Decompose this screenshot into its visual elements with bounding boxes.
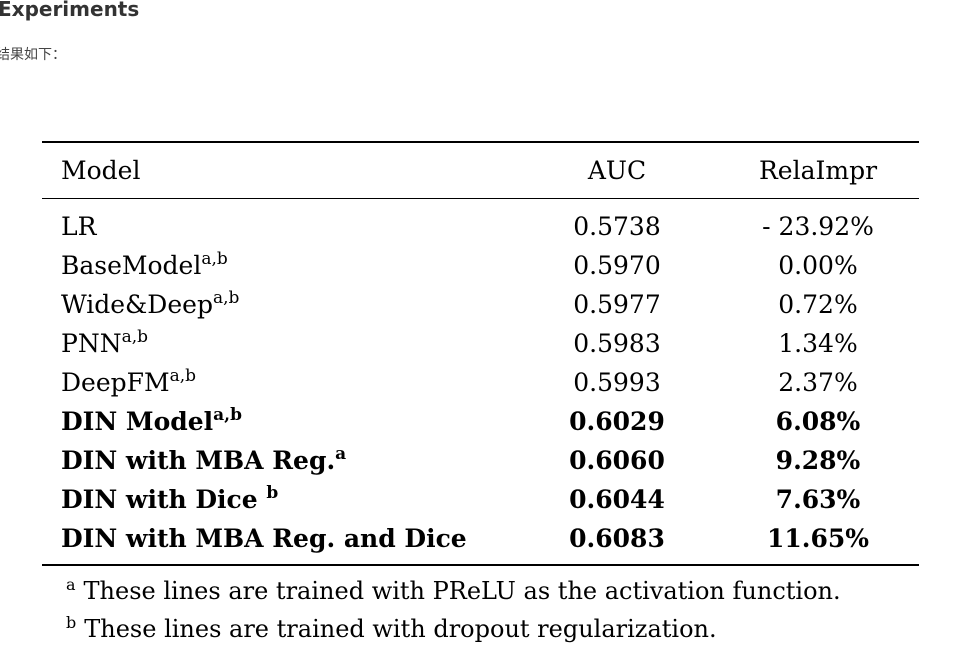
value-cell: 7.63% <box>718 480 918 519</box>
value-cell: 0.5977 <box>517 285 717 324</box>
superscript: a <box>335 444 347 464</box>
impr-value: 9.28% <box>775 446 861 475</box>
model-cell: PNNa,b <box>61 324 148 363</box>
footnote-text: These lines are trained with dropout reg… <box>84 615 717 643</box>
bottom-rule <box>42 564 919 566</box>
impr-value: 7.63% <box>775 485 861 514</box>
mid-rule <box>42 198 919 199</box>
model-name: DIN with MBA Reg. <box>61 446 336 475</box>
footnote: a These lines are trained with PReLU as t… <box>66 575 841 605</box>
model-name: Wide&Deep <box>61 290 213 319</box>
auc-value: 0.5970 <box>573 251 661 280</box>
auc-value: 0.6083 <box>569 524 665 553</box>
impr-value: 0.00% <box>778 251 858 280</box>
column-header: Model <box>61 156 141 185</box>
impr-value: 2.37% <box>778 368 858 397</box>
superscript: a,b <box>212 288 240 308</box>
model-cell: DIN with Dice b <box>61 480 278 519</box>
superscript: a,b <box>201 249 228 269</box>
column-header: RelaImpr <box>758 156 878 185</box>
superscript: a,b <box>169 366 197 386</box>
auc-value: 0.5738 <box>573 212 661 241</box>
value-cell: 11.65% <box>718 519 918 558</box>
value-cell: 2.37% <box>718 363 918 402</box>
auc-value: 0.5993 <box>573 368 661 397</box>
top-rule <box>42 141 919 143</box>
value-cell: 0.5970 <box>517 246 717 285</box>
value-cell: 9.28% <box>718 441 918 480</box>
value-cell: 0.72% <box>718 285 918 324</box>
value-cell: 0.5738 <box>517 207 717 246</box>
auc-value: 0.5977 <box>573 290 661 319</box>
value-cell: 0.5983 <box>517 324 717 363</box>
auc-value: 0.6029 <box>569 407 665 436</box>
model-cell: DeepFMa,b <box>61 363 196 402</box>
impr-value: - 23.92% <box>762 212 874 241</box>
column-header: AUC <box>587 156 647 185</box>
model-cell: DIN with MBA Reg.a <box>61 441 346 480</box>
model-name: BaseModel <box>61 251 202 280</box>
model-name: DIN with Dice <box>61 485 267 514</box>
superscript: b <box>266 483 279 503</box>
value-cell: 0.6029 <box>517 402 717 441</box>
model-name: PNN <box>61 329 122 358</box>
model-name: LR <box>61 212 97 241</box>
value-cell: 0.6044 <box>517 480 717 519</box>
value-cell: 6.08% <box>718 402 918 441</box>
impr-value: 11.65% <box>766 524 870 553</box>
superscript: a,b <box>213 405 242 425</box>
heading: Experiments <box>0 0 140 21</box>
value-cell: 1.34% <box>718 324 918 363</box>
footnote: b These lines are trained with dropout re… <box>66 613 717 643</box>
intro-text: 结果如下： <box>0 47 66 63</box>
auc-value: 0.5983 <box>573 329 661 358</box>
model-cell: LR <box>61 207 96 246</box>
value-cell: 0.6060 <box>517 441 717 480</box>
value-cell: 0.6083 <box>517 519 717 558</box>
auc-value: 0.6060 <box>569 446 665 475</box>
model-cell: BaseModela,b <box>61 246 228 285</box>
model-cell: Wide&Deepa,b <box>61 285 239 324</box>
model-name: DIN with MBA Reg. and Dice <box>61 524 467 553</box>
footnote-mark: b <box>66 613 77 632</box>
auc-value: 0.6044 <box>569 485 665 514</box>
impr-value: 6.08% <box>775 407 861 436</box>
model-name: DeepFM <box>61 368 170 397</box>
model-cell: DIN Modela,b <box>61 402 242 441</box>
footnote-mark: a <box>66 575 76 594</box>
model-cell: DIN with MBA Reg. and Dice <box>61 519 467 558</box>
impr-value: 1.34% <box>778 329 858 358</box>
model-name: DIN Model <box>61 407 214 436</box>
impr-value: 0.72% <box>778 290 858 319</box>
value-cell: 0.00% <box>718 246 918 285</box>
superscript: a,b <box>121 327 148 347</box>
value-cell: 0.5993 <box>517 363 717 402</box>
value-cell: - 23.92% <box>718 207 918 246</box>
footnote-text: These lines are trained with PReLU as th… <box>83 577 841 605</box>
